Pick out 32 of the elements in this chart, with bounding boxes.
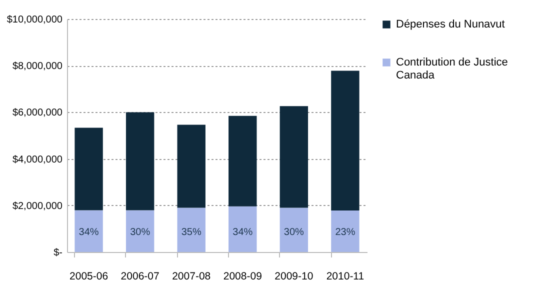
x-tick-label: 2006-07: [120, 270, 160, 282]
annotation: 30%: [284, 227, 304, 238]
legend-label: Contribution de Justice Canada: [396, 56, 508, 82]
annotation: 35%: [181, 227, 202, 238]
y-tick-label: $10,000,000: [6, 14, 63, 26]
bar: [228, 116, 257, 206]
bar: [126, 112, 154, 210]
annotation: 30%: [130, 227, 150, 238]
bar: [177, 208, 206, 252]
bar: [74, 210, 103, 252]
y-tick-label: $2,000,000: [12, 200, 63, 212]
bar: [331, 210, 360, 252]
y-tick-label: $8,000,000: [12, 61, 63, 72]
legend-label: Dépenses du Nunavut: [396, 18, 505, 30]
annotation: 34%: [78, 227, 99, 238]
x-tick-label: 2009-10: [274, 270, 314, 282]
annotation: 23%: [335, 227, 356, 238]
x-tick-label: 2005-06: [70, 270, 108, 282]
y-tick-label: $4,000,000: [12, 154, 63, 166]
bar: [280, 208, 308, 252]
x-tick-label: 2008-09: [223, 270, 262, 282]
annotation: 34%: [232, 227, 253, 238]
bar: [177, 124, 206, 208]
bar: [74, 128, 103, 210]
y-tick-label: $-: [54, 248, 62, 258]
x-tick-label: 2010-11: [326, 270, 364, 282]
bar: [228, 206, 257, 252]
bar: [331, 70, 360, 211]
bar: [126, 210, 154, 252]
y-tick-label: $6,000,000: [12, 108, 63, 119]
bar: [280, 106, 308, 208]
x-tick-label: 2007-08: [172, 270, 211, 282]
